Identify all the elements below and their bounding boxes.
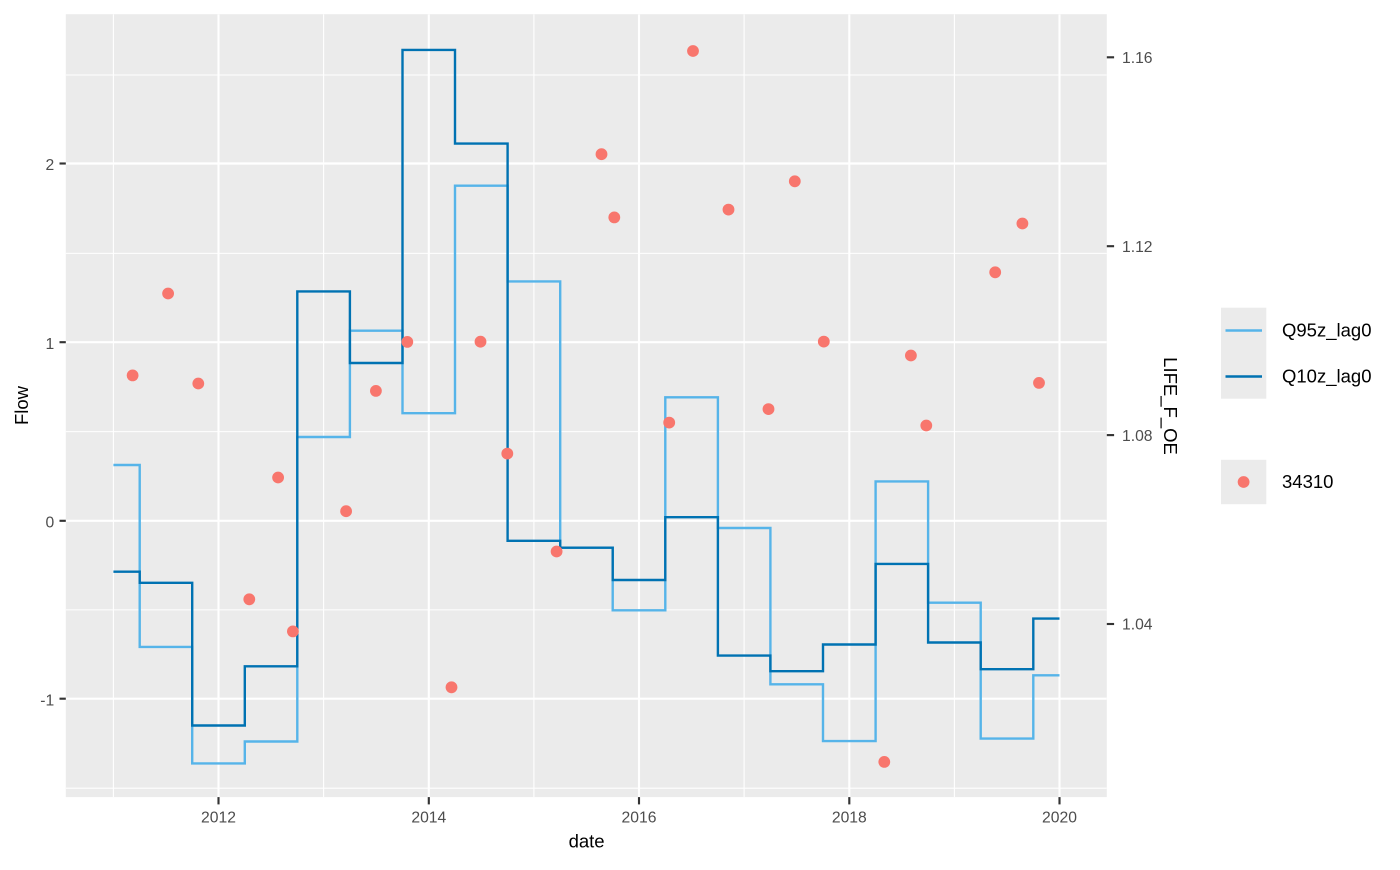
svg-text:Flow: Flow xyxy=(11,385,32,425)
svg-text:2020: 2020 xyxy=(1042,810,1077,827)
svg-text:2014: 2014 xyxy=(411,810,446,827)
svg-text:0: 0 xyxy=(45,515,54,532)
svg-text:2018: 2018 xyxy=(832,810,867,827)
svg-text:Q10z_lag0: Q10z_lag0 xyxy=(1282,365,1371,387)
svg-text:2016: 2016 xyxy=(622,810,657,827)
svg-text:1.12: 1.12 xyxy=(1122,239,1153,256)
svg-text:Q95z_lag0: Q95z_lag0 xyxy=(1282,319,1371,341)
svg-text:1.04: 1.04 xyxy=(1122,617,1153,634)
svg-text:date: date xyxy=(569,830,605,851)
svg-text:1: 1 xyxy=(45,336,54,353)
svg-text:2012: 2012 xyxy=(201,810,236,827)
svg-text:2: 2 xyxy=(45,157,54,174)
svg-text:1.08: 1.08 xyxy=(1122,428,1153,445)
svg-text:1.16: 1.16 xyxy=(1122,50,1153,67)
svg-text:-1: -1 xyxy=(40,692,54,709)
svg-text:LIFE_F_OE: LIFE_F_OE xyxy=(1159,357,1181,455)
svg-text:34310: 34310 xyxy=(1282,471,1333,492)
